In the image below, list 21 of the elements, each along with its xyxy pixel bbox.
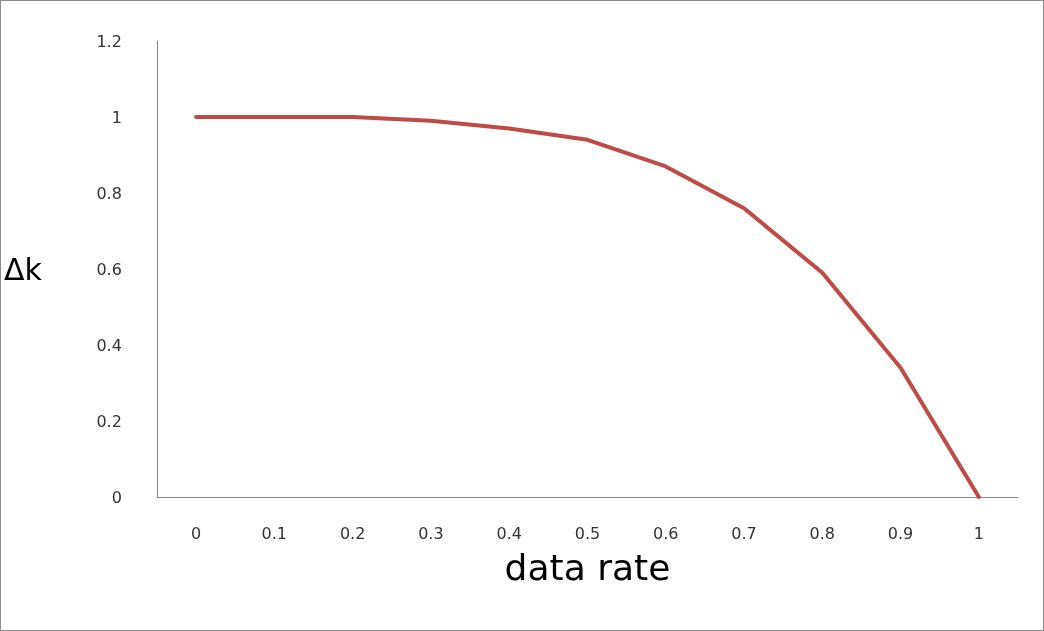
line-series	[194, 115, 981, 499]
y-tick-label: 1.2	[96, 31, 122, 51]
x-tick-label: 0.5	[574, 523, 601, 543]
x-tick-label: 1	[973, 523, 984, 543]
x-tick-label: 0.1	[261, 523, 288, 543]
x-tick-label: 0.7	[731, 523, 757, 543]
y-axis-title: Δk	[3, 251, 43, 287]
x-tick-label: 0	[190, 523, 202, 543]
y-tick-label: 0.6	[96, 259, 122, 279]
x-tick-label: 0.3	[418, 523, 444, 543]
y-tick-label: 0.4	[96, 335, 122, 355]
y-tick-label: 1	[111, 107, 122, 127]
x-tick-label: 0.2	[339, 523, 366, 543]
y-tick-label: 0.2	[96, 411, 122, 431]
y-tick-label: 0.8	[96, 183, 122, 203]
y-tick-label: 0	[111, 487, 122, 507]
x-tick-label: 0.8	[809, 523, 836, 543]
x-axis-title: data rate	[504, 546, 671, 588]
x-tick-label: 0.9	[887, 523, 914, 543]
x-tick-label: 0.4	[496, 523, 522, 543]
x-tick-label: 0.6	[653, 523, 679, 543]
